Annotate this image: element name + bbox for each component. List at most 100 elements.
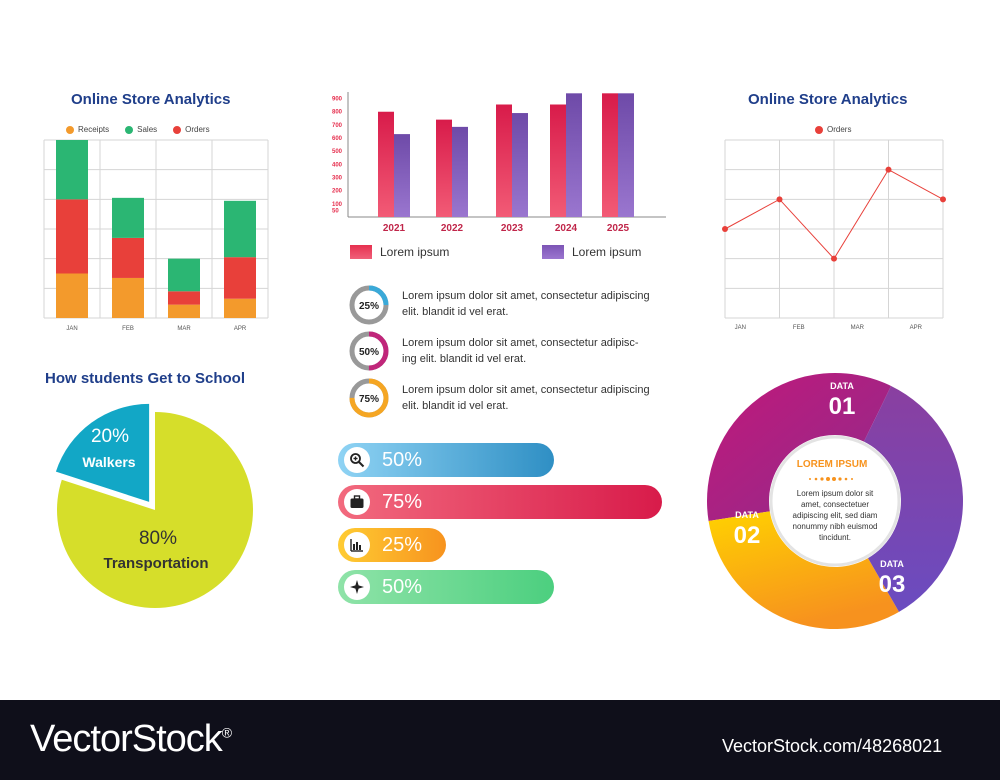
legend-receipts-swatch — [66, 125, 74, 134]
bar-series2-2024 — [566, 93, 582, 217]
ring-pct: 50% — [359, 347, 379, 358]
donut-center-dots — [809, 477, 853, 481]
year-legend-1-label: Lorem ipsum — [380, 245, 450, 259]
pie-transport-pct: 80% — [139, 528, 177, 549]
y-tick-label: 600 — [332, 136, 343, 142]
briefcase-icon — [344, 489, 370, 515]
y-tick-label: 700 — [332, 123, 343, 129]
progress-ring-25: 25% — [349, 285, 389, 325]
ring-progress — [349, 285, 389, 325]
line-point — [885, 166, 892, 173]
line-point — [940, 196, 946, 203]
ring-row-2: 50% — [348, 330, 390, 377]
donut-data01-num: 01 — [829, 393, 856, 420]
ring-progress — [349, 378, 389, 418]
legend-orders-swatch — [173, 125, 182, 134]
x-tick-label: APR — [234, 326, 247, 332]
donut-data02-num: 02 — [734, 522, 761, 549]
bar-series2-2025 — [618, 93, 634, 217]
stacked-bar-chart: JAN FEB MAR APR — [43, 139, 269, 332]
progress-bar-briefcase: 75% — [338, 485, 662, 519]
year-legend-2: Lorem ipsum — [542, 245, 641, 259]
line-legend-label: Orders — [827, 125, 852, 134]
line-legend-orders: Orders — [815, 125, 851, 134]
line-chart-title: Online Store Analytics — [748, 91, 908, 108]
x-tick-label: 2024 — [555, 223, 578, 234]
progress-bar-sparkle: 50% — [338, 570, 554, 604]
bar-receipts-apr — [224, 298, 256, 318]
legend-receipts-label: Receipts — [78, 125, 110, 134]
donut-segment-data-03 — [863, 385, 963, 612]
y-tick-label: 500 — [332, 149, 343, 155]
y-tick-label: 900 — [332, 97, 343, 103]
bar-series1-2025 — [602, 93, 618, 217]
donut-data01-title: DATA — [830, 381, 854, 391]
bar-orders-apr — [224, 257, 256, 299]
x-tick-label: FEB — [122, 326, 134, 332]
bar-series2-2022 — [452, 126, 468, 217]
x-tick-label: MAR — [177, 326, 191, 332]
ring-text-3: Lorem ipsum dolor sit amet, consectetur … — [402, 382, 667, 414]
donut-chart: DATA 01 DATA 02 DATA 03 LOREM IPSUM Lore… — [707, 373, 963, 629]
progress-ring-50: 50% — [349, 331, 389, 371]
bar-orders-jan — [56, 199, 88, 274]
ring-text-3-line2: elit. blandit id vel erat. — [402, 400, 509, 412]
y-tick-label: 200 — [332, 189, 343, 195]
sparkle-icon — [344, 574, 370, 600]
footer-image-id: VectorStock.com/48268021 — [722, 736, 943, 756]
bar-sales-jan — [56, 140, 88, 200]
x-tick-label: APR — [910, 325, 923, 331]
pie-walkers-pct: 20% — [91, 426, 129, 447]
donut-center-line5: tincidunt. — [819, 533, 851, 542]
progress-ring-75: 75% — [349, 378, 389, 418]
progress-bar-chart: 25% — [338, 528, 446, 562]
year-legend-1: Lorem ipsum — [350, 245, 449, 259]
footer-brand: VectorStock® — [30, 718, 232, 761]
zoom-icon — [344, 447, 370, 473]
legend-sales: Sales — [125, 125, 157, 134]
footer-brand-reg: ® — [221, 724, 232, 741]
progress-bar-zoom: 50% — [338, 443, 554, 477]
bar-sales-feb — [112, 197, 144, 238]
ring-row-3: 75% — [348, 377, 390, 424]
year-legend-2-label: Lorem ipsum — [572, 245, 642, 259]
x-tick-label: 2021 — [383, 223, 406, 234]
footer-brand-text: VectorStock — [30, 718, 223, 760]
year-legend-2-swatch — [542, 245, 564, 259]
bar-series1-2024 — [550, 104, 566, 217]
donut-center-line2: amet, consectetuer — [801, 500, 869, 509]
year-legend-1-swatch — [350, 245, 372, 259]
ring-pct: 75% — [359, 394, 379, 405]
x-tick-label: 2023 — [501, 223, 524, 234]
x-tick-label: JAN — [66, 326, 77, 332]
ring-pct: 25% — [359, 301, 379, 312]
pie-slice-transportation — [57, 412, 253, 608]
y-tick-label: 100 — [332, 202, 343, 208]
ring-row-1: 25% — [348, 284, 390, 331]
legend-orders: Orders — [173, 125, 210, 134]
ring-text-2-line2: ing elit. blandit id vel erat. — [402, 353, 527, 365]
donut-segment-data-01 — [707, 373, 892, 522]
x-tick-label: MAR — [851, 325, 865, 331]
line-point — [776, 196, 783, 203]
donut-data03-num: 03 — [879, 571, 906, 598]
pie-walkers-label: Walkers — [82, 454, 135, 470]
donut-center-line3: adipiscing elit, sed diam — [793, 511, 878, 520]
pie-slice-walkers — [55, 403, 150, 502]
progress-bar-value: 50% — [382, 448, 423, 471]
bar-series2-2021 — [394, 134, 410, 217]
ring-text-1: Lorem ipsum dolor sit amet, consectetur … — [402, 288, 667, 320]
bar-orders-feb — [112, 237, 144, 278]
donut-data02-title: DATA — [735, 510, 759, 520]
bar-receipts-jan — [56, 273, 88, 318]
progress-bar-value: 25% — [382, 533, 423, 556]
donut-center — [769, 435, 901, 567]
line-legend-swatch — [815, 125, 823, 134]
bar-series1-2022 — [436, 119, 452, 217]
legend-receipts: Receipts — [66, 125, 109, 134]
line-point — [831, 255, 837, 262]
donut-center-title: LOREM IPSUM — [797, 459, 868, 470]
donut-data03-title: DATA — [880, 559, 904, 569]
stacked-chart-title: Online Store Analytics — [71, 91, 231, 108]
